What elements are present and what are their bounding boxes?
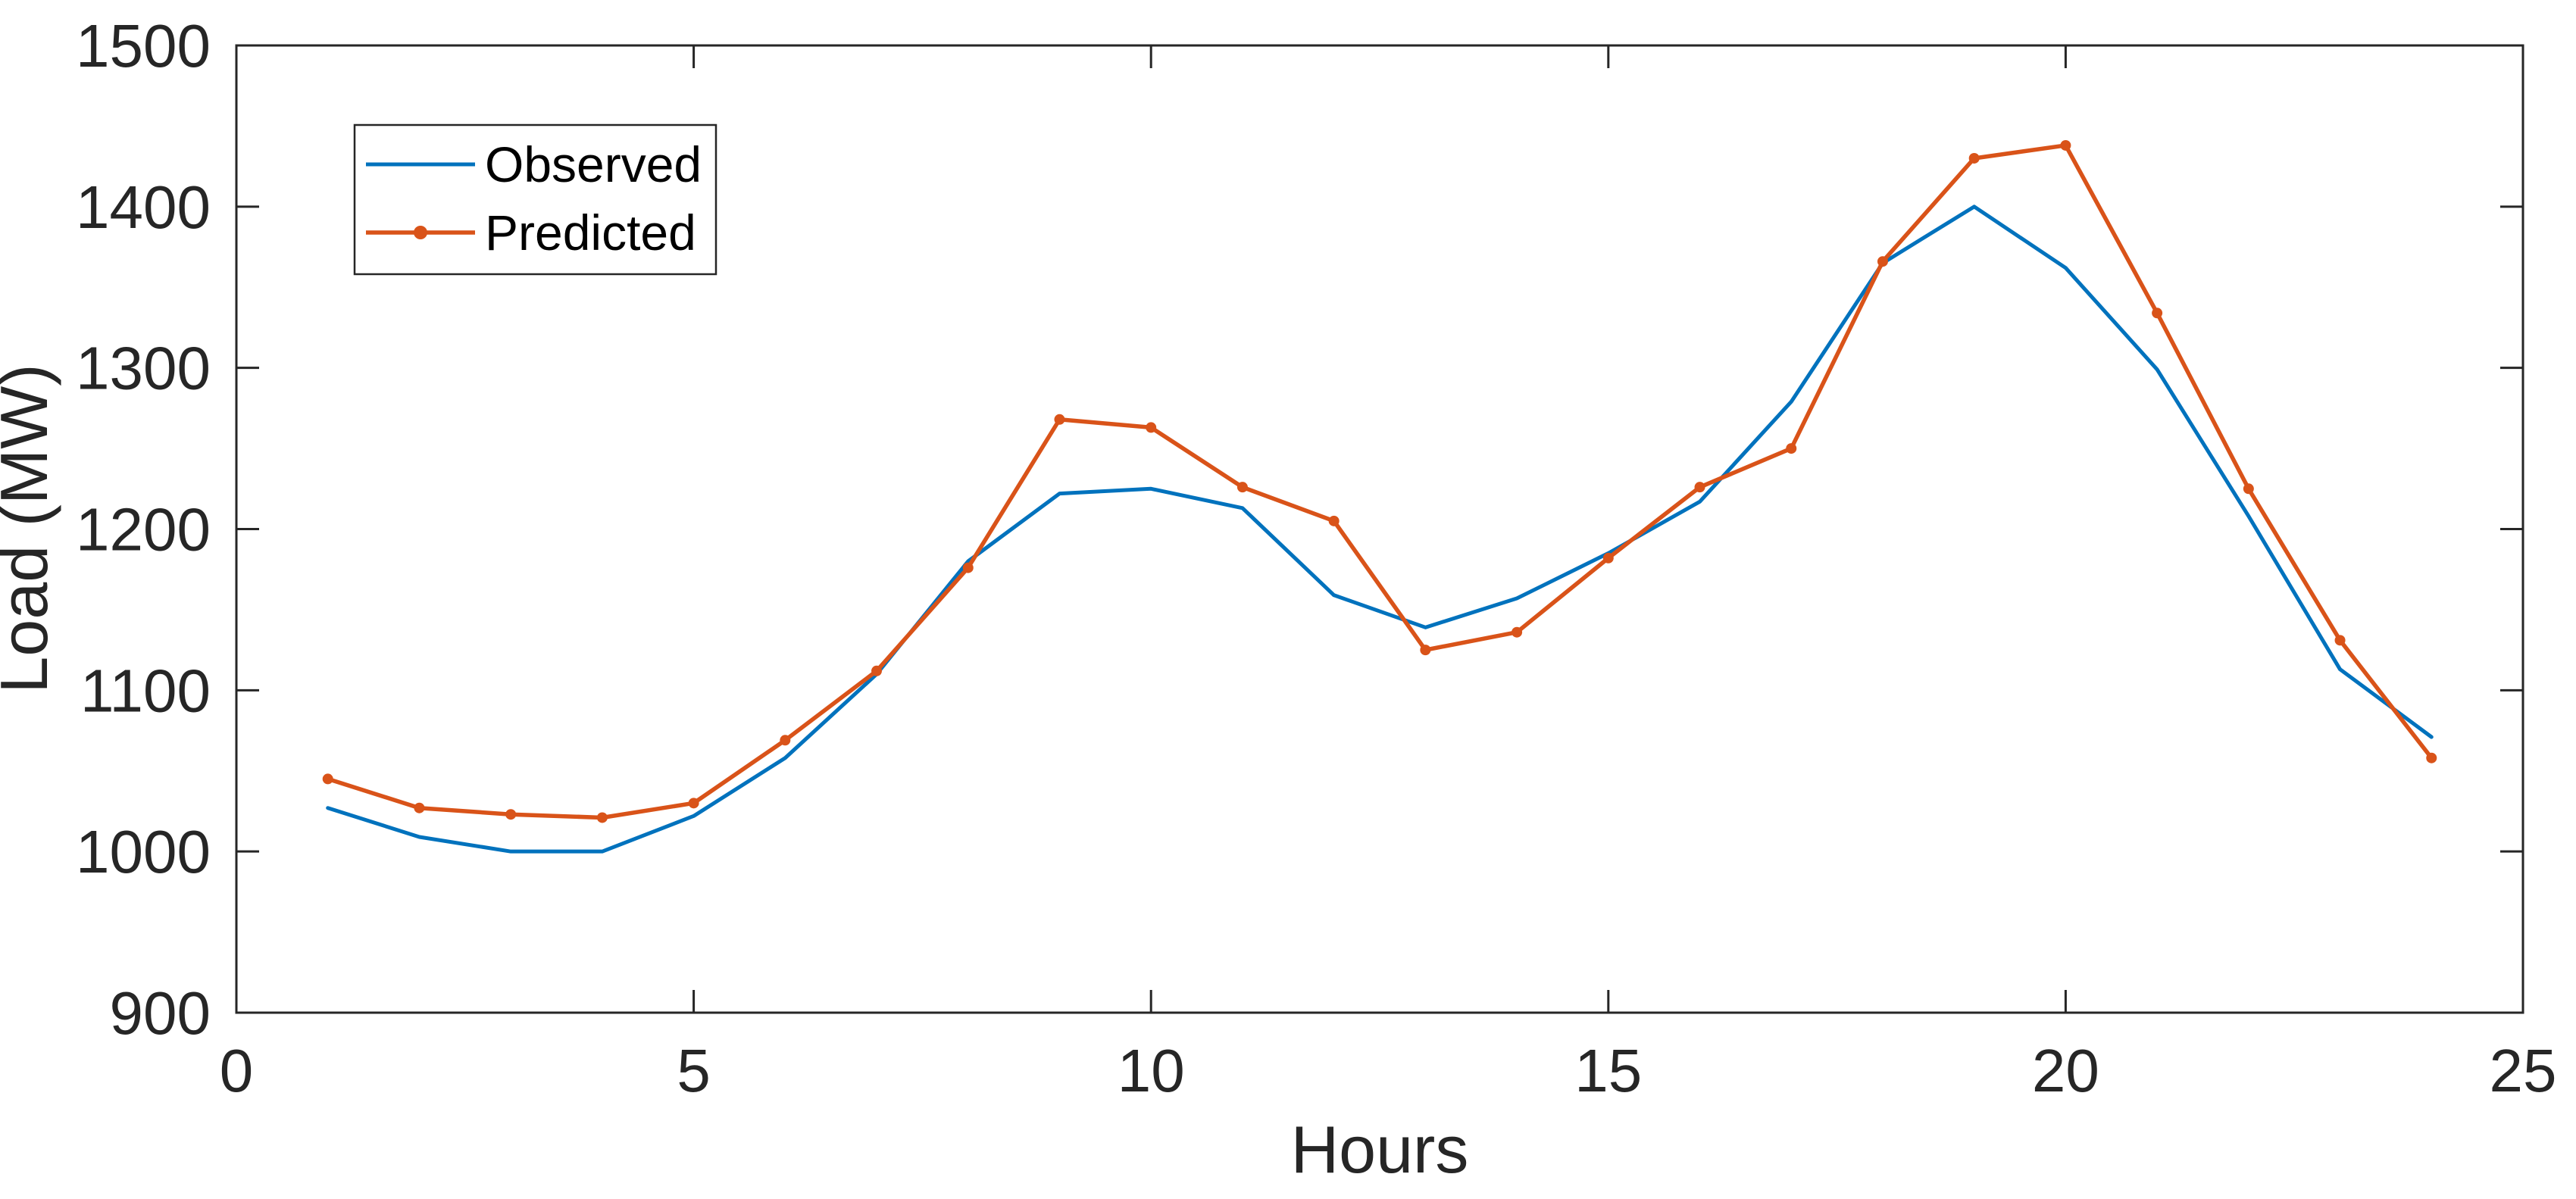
legend-box (353, 123, 717, 276)
y-tick-label: 1100 (80, 657, 211, 724)
predicted-marker (2334, 635, 2346, 646)
legend-predicted-label: Predicted (485, 205, 696, 261)
data-series (322, 139, 2437, 854)
y-tick-label: 1300 (76, 335, 211, 402)
predicted-marker (1877, 256, 1888, 267)
y-tick-label: 900 (110, 979, 211, 1047)
predicted-marker (780, 735, 791, 746)
y-tick-label: 1400 (76, 173, 211, 241)
x-tick-label: 0 (220, 1037, 254, 1104)
legend-observed-label: Observed (485, 136, 702, 192)
y-tick-labels: 900 1000 1100 1200 1300 1400 1500 (76, 12, 211, 1047)
predicted-marker (2243, 483, 2254, 495)
observed-line (326, 205, 2434, 854)
predicted-marker (2152, 308, 2163, 319)
legend: Observed Predicted (353, 123, 717, 276)
predicted-marker (1236, 482, 1248, 493)
predicted-marker (505, 809, 517, 820)
x-tick-label: 5 (677, 1037, 711, 1104)
y-tick-label: 1200 (76, 496, 211, 564)
x-tick-label: 20 (2032, 1037, 2099, 1104)
x-axis-label: Hours (1291, 1112, 1469, 1187)
predicted-marker (596, 812, 608, 823)
axis-ticks (235, 44, 2524, 1014)
predicted-marker (414, 802, 425, 813)
predicted-marker (688, 798, 699, 809)
predicted-marker (871, 665, 883, 676)
predicted-marker (1146, 422, 1157, 433)
predicted-marker (1786, 443, 1797, 454)
predicted-marker (1968, 152, 1980, 164)
predicted-line (325, 143, 2434, 820)
y-tick-label: 1500 (76, 12, 211, 80)
predicted-marker (2060, 139, 2071, 151)
predicted-marker (1420, 645, 1431, 656)
predicted-marker (1602, 552, 1614, 564)
x-tick-label: 10 (1118, 1037, 1185, 1104)
y-axis-label: Load (MW) (0, 364, 61, 693)
x-tick-label: 25 (2490, 1037, 2557, 1104)
x-tick-labels: 0 5 10 15 20 25 (220, 1037, 2557, 1104)
predicted-marker (322, 773, 333, 785)
predicted-marker (2426, 752, 2437, 763)
legend-predicted-marker-sample (414, 226, 427, 239)
predicted-marker (1512, 626, 1523, 638)
predicted-marker (962, 562, 974, 573)
x-tick-label: 15 (1574, 1037, 1642, 1104)
predicted-marker (1694, 482, 1705, 493)
predicted-marker (1328, 515, 1340, 526)
y-tick-label: 1000 (76, 818, 211, 885)
predicted-marker (1054, 414, 1065, 425)
